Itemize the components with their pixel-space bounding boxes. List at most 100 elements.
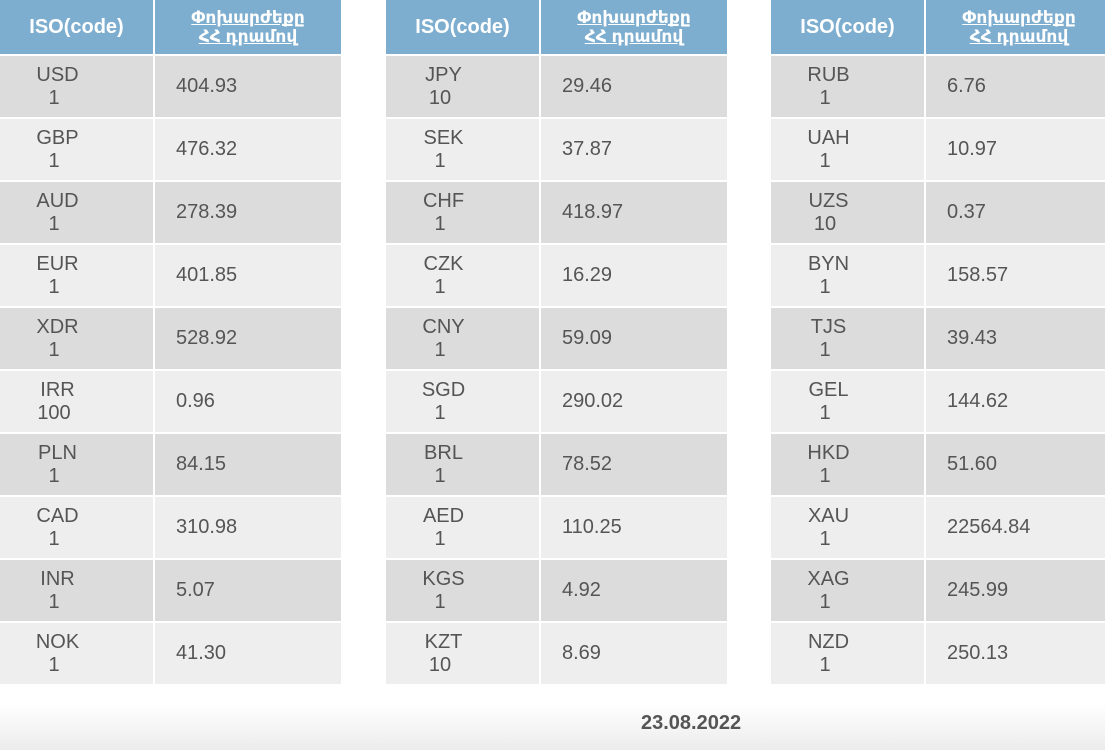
- iso-code: AED: [422, 504, 465, 527]
- currency-code-cell: CNY 1: [386, 308, 541, 369]
- iso-code: BRL: [424, 441, 463, 464]
- footer-bar: 23.08.2022: [0, 703, 1105, 750]
- iso-code: CZK: [423, 252, 464, 275]
- unit-amount: 1: [819, 149, 831, 172]
- unit-amount: 1: [434, 464, 446, 487]
- table-row: CAD 1 310.98: [0, 497, 341, 558]
- exchange-rate-cell: 8.69: [541, 623, 727, 684]
- unit-amount: 1: [434, 275, 446, 298]
- currency-code-cell: JPY 10: [386, 56, 541, 117]
- unit-amount: 1: [819, 527, 831, 550]
- iso-code: BYN: [807, 252, 850, 275]
- exchange-rate-cell: 6.76: [926, 56, 1105, 117]
- unit-amount: 1: [48, 464, 60, 487]
- exchange-rate-cell: 29.46: [541, 56, 727, 117]
- unit-amount: 1: [48, 212, 60, 235]
- table-row: SEK 1 37.87: [386, 119, 727, 180]
- iso-code: PLN: [38, 441, 77, 464]
- currency-code-cell: BRL 1: [386, 434, 541, 495]
- iso-code-header: ISO(code): [771, 0, 926, 54]
- exchange-rate-cell: 0.96: [155, 371, 341, 432]
- unit-amount: 1: [819, 401, 831, 424]
- iso-code: AUD: [36, 189, 79, 212]
- table-row: IRR 100 0.96: [0, 371, 341, 432]
- exchange-rate-cell: 4.92: [541, 560, 727, 621]
- rate-header: Փոխարժեքը ՀՀ դրամով: [541, 0, 727, 54]
- exchange-rate-cell: 78.52: [541, 434, 727, 495]
- iso-code: SGD: [421, 378, 466, 401]
- unit-amount: 1: [48, 338, 60, 361]
- exchange-rate-table-3: ISO(code) Փոխարժեքը ՀՀ դրամով RUB 1 6.76 UA…: [771, 0, 1105, 686]
- currency-code-cell: SGD 1: [386, 371, 541, 432]
- exchange-rate-cell: 245.99: [926, 560, 1105, 621]
- unit-amount: 1: [819, 653, 831, 676]
- currency-code-cell: GEL 1: [771, 371, 926, 432]
- table-row: NZD 1 250.13: [771, 623, 1105, 684]
- iso-code: XAU: [807, 504, 850, 527]
- exchange-rate-cell: 250.13: [926, 623, 1105, 684]
- iso-code: NOK: [35, 630, 80, 653]
- iso-code: HKD: [807, 441, 850, 464]
- iso-code: EUR: [36, 252, 79, 275]
- table-row: AUD 1 278.39: [0, 182, 341, 243]
- unit-amount: 1: [434, 338, 446, 361]
- rate-header-line1: Փոխարժեքը: [191, 8, 305, 27]
- unit-amount: 1: [434, 590, 446, 613]
- iso-code: XDR: [36, 315, 79, 338]
- exchange-rate-cell: 144.62: [926, 371, 1105, 432]
- table-body: JPY 10 29.46 SEK 1 37.87 CHF 1 418.97 CZK 1 16.29 CN…: [386, 56, 727, 684]
- table-row: SGD 1 290.02: [386, 371, 727, 432]
- table-body: USD 1 404.93 GBP 1 476.32 AUD 1 278.39 EUR 1 401.85…: [0, 56, 341, 684]
- exchange-rate-table-1: ISO(code) Փոխարժեքը ՀՀ դրամով USD 1 404.93…: [0, 0, 341, 686]
- rate-header-line1: Փոխարժեքը: [577, 8, 691, 27]
- currency-code-cell: AUD 1: [0, 182, 155, 243]
- unit-amount: 10: [813, 212, 837, 235]
- table-row: CNY 1 59.09: [386, 308, 727, 369]
- currency-code-cell: UZS 10: [771, 182, 926, 243]
- table-row: NOK 1 41.30: [0, 623, 341, 684]
- iso-code: TJS: [810, 315, 847, 338]
- unit-amount: 1: [819, 590, 831, 613]
- currency-code-cell: KZT 10: [386, 623, 541, 684]
- exchange-rate-cell: 22564.84: [926, 497, 1105, 558]
- unit-amount: 100: [37, 401, 71, 424]
- exchange-rate-cell: 401.85: [155, 245, 341, 306]
- iso-code: UAH: [807, 126, 850, 149]
- currency-code-cell: XAU 1: [771, 497, 926, 558]
- table-row: HKD 1 51.60: [771, 434, 1105, 495]
- table-row: XDR 1 528.92: [0, 308, 341, 369]
- unit-amount: 1: [819, 338, 831, 361]
- currency-code-cell: BYN 1: [771, 245, 926, 306]
- exchange-rate-cell: 278.39: [155, 182, 341, 243]
- table-row: KZT 10 8.69: [386, 623, 727, 684]
- table-row: BRL 1 78.52: [386, 434, 727, 495]
- iso-code: CNY: [422, 315, 465, 338]
- table-row: USD 1 404.93: [0, 56, 341, 117]
- unit-amount: 1: [434, 527, 446, 550]
- unit-amount: 10: [428, 86, 452, 109]
- table-row: JPY 10 29.46: [386, 56, 727, 117]
- currency-code-cell: HKD 1: [771, 434, 926, 495]
- currency-code-cell: XDR 1: [0, 308, 155, 369]
- table-row: INR 1 5.07: [0, 560, 341, 621]
- exchange-rate-cell: 5.07: [155, 560, 341, 621]
- iso-code: KZT: [424, 630, 463, 653]
- currency-code-cell: CZK 1: [386, 245, 541, 306]
- exchange-rate-cell: 59.09: [541, 308, 727, 369]
- unit-amount: 1: [819, 86, 831, 109]
- table-row: CZK 1 16.29: [386, 245, 727, 306]
- table-header: ISO(code) Փոխարժեքը ՀՀ դրամով: [0, 0, 341, 54]
- unit-amount: 1: [819, 275, 831, 298]
- unit-amount: 1: [48, 86, 60, 109]
- table-row: XAG 1 245.99: [771, 560, 1105, 621]
- exchange-rate-cell: 158.57: [926, 245, 1105, 306]
- iso-code: XAG: [807, 567, 850, 590]
- exchange-rate-cell: 418.97: [541, 182, 727, 243]
- table-row: RUB 1 6.76: [771, 56, 1105, 117]
- unit-amount: 1: [48, 149, 60, 172]
- iso-code: INR: [40, 567, 75, 590]
- currency-code-cell: NOK 1: [0, 623, 155, 684]
- rate-header: Փոխարժեքը ՀՀ դրամով: [155, 0, 341, 54]
- table-row: BYN 1 158.57: [771, 245, 1105, 306]
- iso-code: KGS: [422, 567, 465, 590]
